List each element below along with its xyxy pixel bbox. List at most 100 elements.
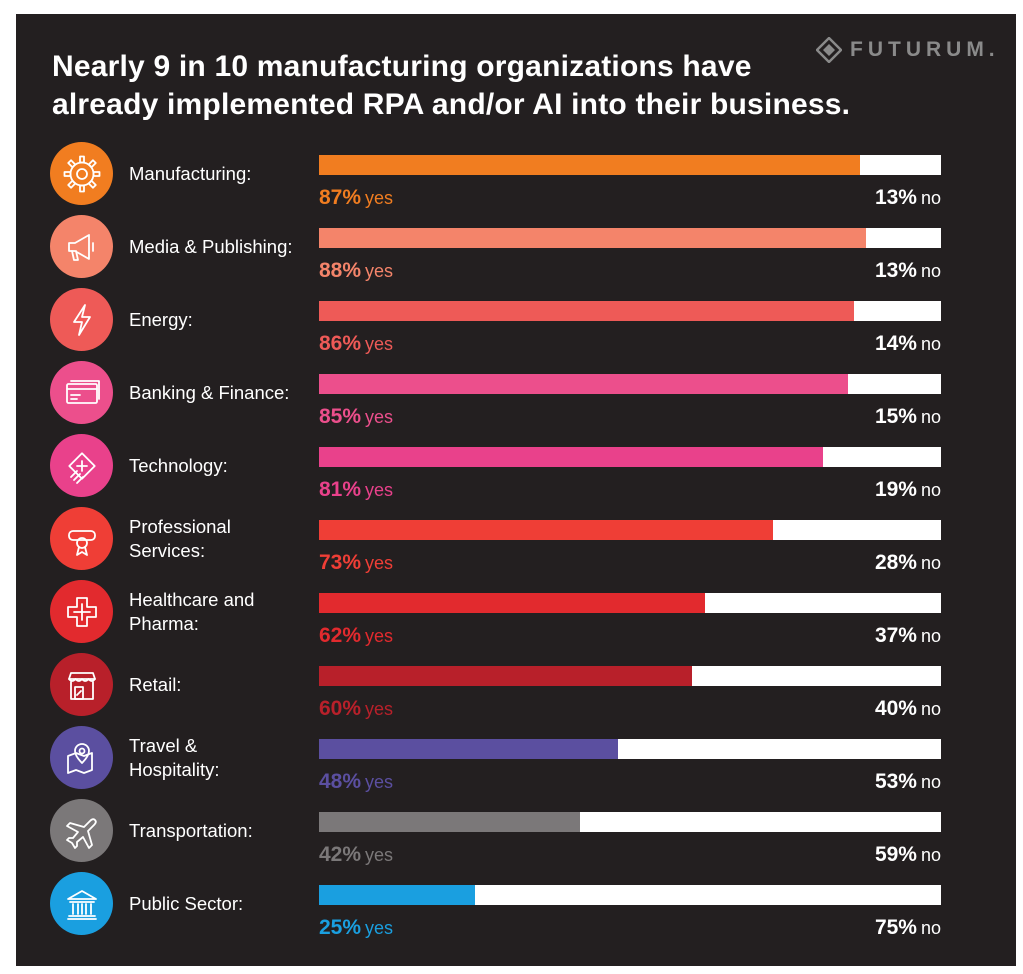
government-building-icon: [66, 889, 97, 920]
yes-value-label: 42% yes: [319, 843, 393, 867]
category-label-text: Banking & Finance:: [129, 381, 289, 405]
chart-row: Professional Services: 73% yes 28% no: [16, 507, 1016, 580]
no-percent: 28%: [874, 551, 917, 574]
no-percent: 53%: [874, 770, 917, 793]
category-label-text: Manufacturing:: [129, 162, 251, 186]
megaphone-icon: [67, 233, 94, 261]
category-label-line: Media & Publishing:: [129, 235, 293, 257]
bar-fill-yes: [319, 666, 692, 686]
no-value-label: 53% no: [875, 770, 941, 794]
chart-row: Healthcare and Pharma: 62% yes 37% no: [16, 580, 1016, 653]
yes-word: yes: [365, 918, 394, 938]
category-label: Energy:: [129, 288, 319, 351]
category-label-text: Media & Publishing:: [129, 235, 293, 259]
yes-value-label: 85% yes: [319, 405, 393, 429]
category-label-text: Healthcare and Pharma:: [129, 588, 254, 636]
bar-track-no: [319, 812, 941, 832]
yes-percent: 60%: [319, 697, 362, 720]
no-word: no: [920, 772, 941, 792]
bar-track-no: [319, 666, 941, 686]
no-word: no: [920, 553, 941, 573]
chart-row: Retail: 60% yes 40% no: [16, 653, 1016, 726]
category-label-text: Retail:: [129, 673, 181, 697]
category-label-line: Services:: [129, 539, 206, 561]
yes-percent: 48%: [319, 770, 362, 793]
futurum-diamond-icon: [816, 37, 842, 63]
yes-word: yes: [365, 188, 394, 208]
yes-value-label: 48% yes: [319, 770, 393, 794]
category-icon-badge: [50, 580, 113, 643]
bar-track-no: [319, 739, 941, 759]
category-label: Retail:: [129, 653, 319, 716]
bar-track-no: [319, 155, 941, 175]
no-value-label: 75% no: [875, 916, 941, 940]
infographic-panel: Nearly 9 in 10 manufacturing organizatio…: [16, 14, 1016, 966]
bar-track-no: [319, 447, 941, 467]
yes-percent: 88%: [319, 259, 362, 282]
category-label: Banking & Finance:: [129, 361, 319, 424]
category-label: Public Sector:: [129, 872, 319, 935]
no-word: no: [920, 918, 941, 938]
bar-fill-yes: [319, 228, 866, 248]
category-icon-badge: [50, 288, 113, 351]
yes-word: yes: [365, 334, 394, 354]
no-value-label: 15% no: [875, 405, 941, 429]
yes-percent: 87%: [319, 186, 362, 209]
category-label: Media & Publishing:: [129, 215, 319, 278]
chart-row: Media & Publishing: 88% yes 13% no: [16, 215, 1016, 288]
yes-value-label: 73% yes: [319, 551, 393, 575]
chart-row: Transportation: 42% yes 59% no: [16, 799, 1016, 872]
chart-row: Banking & Finance: 85% yes 15% no: [16, 361, 1016, 434]
category-icon-badge: [50, 872, 113, 935]
no-value-label: 59% no: [875, 843, 941, 867]
no-value-label: 13% no: [875, 186, 941, 210]
futurum-logo: FUTURUM.: [816, 37, 1000, 63]
bar-fill-yes: [319, 739, 618, 759]
yes-value-label: 88% yes: [319, 259, 393, 283]
category-label-line: Technology:: [129, 454, 228, 476]
title-line-1: Nearly 9 in 10 manufacturing organizatio…: [52, 50, 752, 83]
no-word: no: [920, 480, 941, 500]
category-label: Professional Services:: [129, 507, 319, 570]
diploma-icon: [67, 529, 96, 556]
chart-row: Public Sector: 25% yes 75% no: [16, 872, 1016, 945]
category-icon-badge: [50, 653, 113, 716]
no-word: no: [920, 626, 941, 646]
category-label-text: Transportation:: [129, 819, 253, 843]
yes-value-label: 86% yes: [319, 332, 393, 356]
bar-chart: Manufacturing: 87% yes 13% no Media & Publish…: [16, 14, 1016, 966]
category-label-line: Retail:: [129, 673, 182, 695]
yes-value-label: 81% yes: [319, 478, 393, 502]
category-label-line: Transportation:: [129, 819, 253, 841]
no-word: no: [920, 699, 941, 719]
category-label: Transportation:: [129, 799, 319, 862]
category-icon-badge: [50, 507, 113, 570]
category-icon-badge: [50, 726, 113, 789]
category-label-line: Hospitality:: [129, 758, 220, 780]
no-word: no: [920, 407, 941, 427]
bar-track-no: [319, 301, 941, 321]
no-word: no: [920, 261, 941, 281]
yes-word: yes: [365, 553, 394, 573]
yes-percent: 81%: [319, 478, 362, 501]
bar-track-no: [319, 374, 941, 394]
category-icon-badge: [50, 142, 113, 205]
bar-fill-yes: [319, 155, 860, 175]
category-label-text: Public Sector:: [129, 892, 243, 916]
map-pin-icon: [66, 742, 93, 774]
category-label-text: Energy:: [129, 308, 193, 332]
no-percent: 40%: [874, 697, 917, 720]
chart-row: Technology: 81% yes 19% no: [16, 434, 1016, 507]
yes-word: yes: [365, 772, 394, 792]
bar-fill-yes: [319, 374, 848, 394]
category-label-line: Banking & Finance:: [129, 381, 290, 403]
category-icon-badge: [50, 361, 113, 424]
yes-word: yes: [365, 407, 394, 427]
category-label-text: Technology:: [129, 454, 228, 478]
bar-fill-yes: [319, 885, 475, 905]
no-percent: 13%: [874, 259, 917, 282]
category-label: Technology:: [129, 434, 319, 497]
yes-percent: 42%: [319, 843, 362, 866]
no-percent: 37%: [874, 624, 917, 647]
bar-track-no: [319, 885, 941, 905]
